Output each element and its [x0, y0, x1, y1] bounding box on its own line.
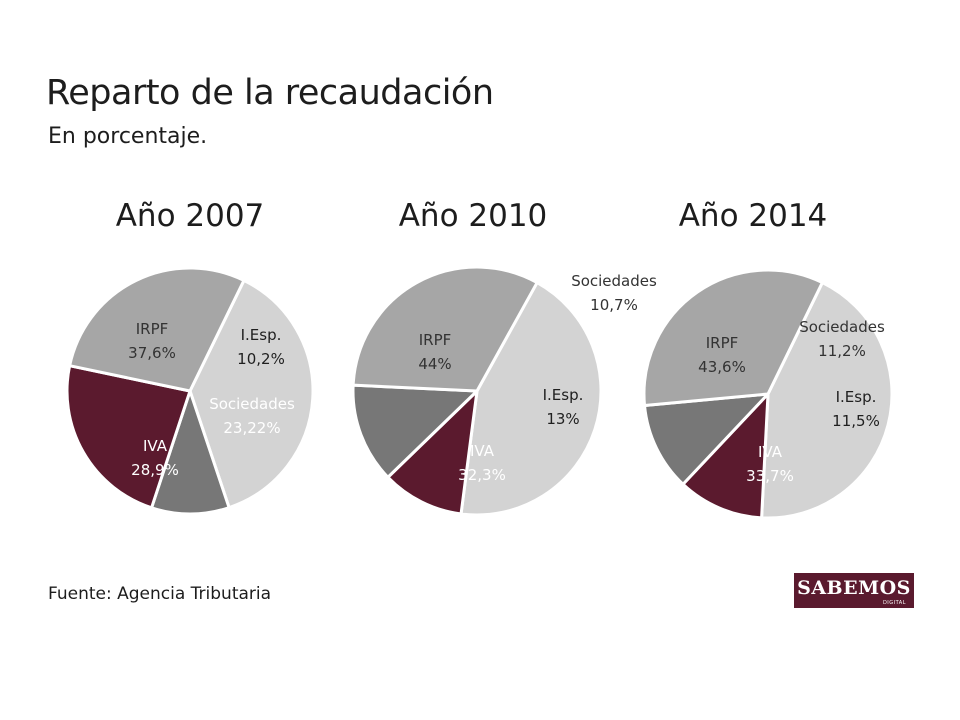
slice-value-iva: 32,3%: [458, 466, 506, 484]
slice-label-iva: IVA: [143, 437, 168, 455]
slice-value-sociedades: 10,7%: [590, 296, 638, 314]
pie-slice-iesp: [643, 392, 770, 486]
slice-label-iesp: I.Esp.: [543, 386, 584, 404]
pie-slice-iva: [642, 268, 824, 407]
logo-text: SABEMOS: [797, 577, 911, 599]
slice-label-iva: IVA: [470, 442, 495, 460]
slice-label-iesp: I.Esp.: [241, 326, 282, 344]
chart-title-2014: Año 2014: [678, 198, 828, 234]
pie-chart-1: IRPF 44% Sociedades 10,7% I.Esp. 13% IVA 32,3%: [351, 265, 657, 517]
pie-slice-irpf: [188, 278, 315, 510]
pie-slice-iesp: [150, 389, 231, 516]
pie-slice-sociedades: [65, 364, 192, 510]
logo-subtext: DIGITAL: [882, 600, 906, 606]
slice-value-iesp: 11,5%: [832, 412, 880, 430]
pie-chart-2: IRPF 43,6% Sociedades 11,2% I.Esp. 11,5% IVA 33…: [642, 268, 894, 520]
slice-value-irpf: 43,6%: [698, 358, 746, 376]
slice-label-iesp: I.Esp.: [836, 388, 877, 406]
pie-slice-iva: [68, 266, 246, 393]
slice-value-sociedades: 11,2%: [818, 342, 866, 360]
slice-label-irpf: IRPF: [419, 331, 452, 349]
slice-label-sociedades: Sociedades: [209, 395, 295, 413]
slice-label-sociedades: Sociedades: [799, 318, 885, 336]
slice-value-iva: 28,9%: [131, 461, 179, 479]
page-subtitle: En porcentaje.: [48, 124, 208, 149]
pie-chart-0: IRPF 37,6% I.Esp. 10,2% Sociedades 23,22% IVA 2…: [65, 266, 315, 516]
slice-label-irpf: IRPF: [706, 334, 739, 352]
slice-value-iesp: 13%: [546, 410, 579, 428]
pie-slice-sociedades: [386, 389, 479, 516]
sabemos-logo: SABEMOS DIGITAL: [794, 573, 914, 608]
slice-value-irpf: 37,6%: [128, 344, 176, 362]
pie-slice-irpf: [459, 281, 603, 517]
page-title: Reparto de la recaudación: [46, 73, 494, 113]
chart-title-2007: Año 2007: [115, 198, 265, 234]
pie-slice-iesp: [351, 383, 479, 479]
slice-value-iesp: 10,2%: [237, 350, 285, 368]
slice-label-iva: IVA: [758, 443, 783, 461]
pie-slice-iva: [351, 265, 539, 393]
slice-value-sociedades: 23,22%: [223, 419, 280, 437]
slice-label-sociedades: Sociedades: [571, 272, 657, 290]
slice-value-irpf: 44%: [418, 355, 451, 373]
source-note: Fuente: Agencia Tributaria: [48, 584, 272, 604]
slice-value-iva: 33,7%: [746, 467, 794, 485]
pie-slice-sociedades: [681, 392, 770, 520]
slice-label-irpf: IRPF: [136, 320, 169, 338]
chart-title-2010: Año 2010: [398, 198, 548, 234]
